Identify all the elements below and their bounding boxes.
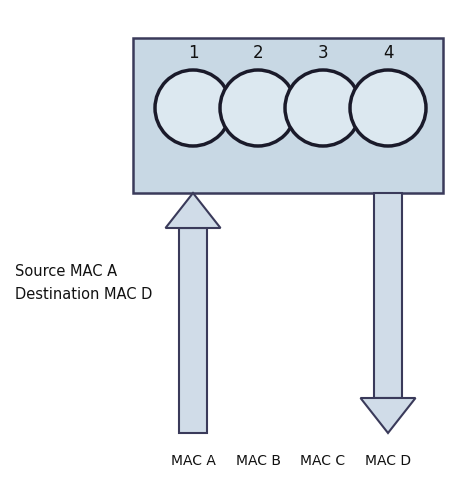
Text: MAC B: MAC B <box>235 454 280 468</box>
Polygon shape <box>360 398 415 433</box>
Text: MAC A: MAC A <box>171 454 215 468</box>
Text: 2: 2 <box>253 44 263 62</box>
Bar <box>133 38 443 193</box>
Bar <box>374 193 402 398</box>
Text: 3: 3 <box>318 44 328 62</box>
Bar <box>179 228 207 433</box>
Text: 1: 1 <box>188 44 198 62</box>
Text: 4: 4 <box>383 44 393 62</box>
Text: Source MAC A
Destination MAC D: Source MAC A Destination MAC D <box>15 264 152 301</box>
Circle shape <box>155 70 231 146</box>
Polygon shape <box>166 193 220 228</box>
Text: MAC D: MAC D <box>365 454 411 468</box>
Text: MAC C: MAC C <box>301 454 346 468</box>
Circle shape <box>350 70 426 146</box>
Circle shape <box>285 70 361 146</box>
Circle shape <box>220 70 296 146</box>
